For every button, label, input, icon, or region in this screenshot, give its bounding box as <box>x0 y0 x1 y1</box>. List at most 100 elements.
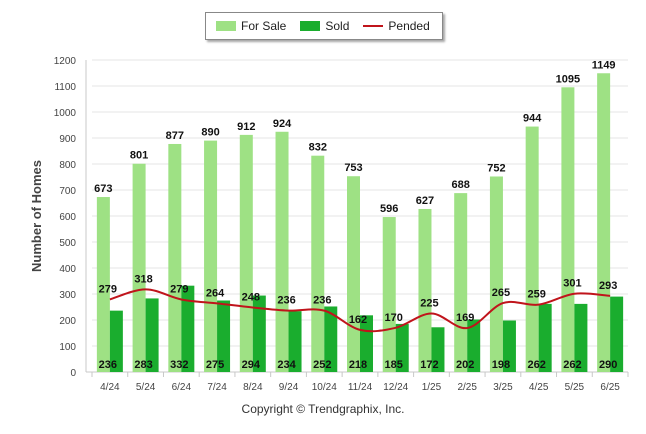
data-label-for-sale: 944 <box>523 113 542 125</box>
y-tick-label: 0 <box>70 368 76 379</box>
bar-sold <box>574 303 588 372</box>
data-label-sold: 332 <box>170 359 188 371</box>
y-tick-label: 700 <box>59 186 76 197</box>
data-label-sold: 236 <box>99 359 117 371</box>
data-label-sold: 275 <box>206 359 224 371</box>
data-label-pended: 301 <box>563 278 581 290</box>
x-tick-label: 3/25 <box>493 382 513 393</box>
x-tick-label: 10/24 <box>312 382 337 393</box>
data-label-pended: 236 <box>277 295 295 307</box>
data-label-sold: 198 <box>492 359 510 371</box>
x-tick-label: 2/25 <box>457 382 477 393</box>
bar-for-sale <box>132 163 146 372</box>
legend-label-sold: Sold <box>325 19 350 33</box>
bar-for-sale <box>525 126 539 372</box>
legend-label-for-sale: For Sale <box>241 19 287 33</box>
y-tick-label: 600 <box>59 212 76 223</box>
data-label-pended: 225 <box>420 298 438 310</box>
data-label-sold: 262 <box>563 359 581 371</box>
data-label-sold: 290 <box>599 359 617 371</box>
data-label-pended: 259 <box>527 289 545 301</box>
y-tick-label: 900 <box>59 134 76 145</box>
bar-sold <box>395 323 409 372</box>
for-sale-swatch <box>216 21 236 31</box>
bar-sold <box>217 300 231 372</box>
data-label-for-sale: 801 <box>130 150 148 162</box>
bar-sold <box>467 319 481 372</box>
bar-sold <box>538 303 552 372</box>
y-tick-label: 1100 <box>54 82 76 93</box>
bar-for-sale <box>418 208 432 372</box>
legend-label-pended: Pended <box>388 19 430 33</box>
bar-for-sale <box>311 155 325 372</box>
y-tick-label: 400 <box>59 264 76 275</box>
bar-sold <box>324 306 338 372</box>
sold-swatch <box>300 21 321 31</box>
x-tick-label: 7/24 <box>207 382 227 393</box>
data-label-for-sale: 596 <box>380 203 398 215</box>
bar-sold <box>502 320 516 372</box>
bar-sold <box>181 285 195 372</box>
data-label-pended: 236 <box>313 295 331 307</box>
legend-item-sold[interactable]: Sold <box>300 19 349 33</box>
x-tick-label: 1/25 <box>422 382 442 393</box>
data-label-for-sale: 877 <box>166 130 184 142</box>
bar-for-sale <box>561 87 575 373</box>
data-label-for-sale: 1095 <box>556 73 580 85</box>
data-label-sold: 234 <box>277 359 296 371</box>
x-tick-label: 6/25 <box>600 382 620 393</box>
legend: For Sale Sold Pended <box>205 12 443 40</box>
x-tick-label: 6/24 <box>172 382 192 393</box>
legend-item-pended[interactable]: Pended <box>363 19 430 33</box>
x-tick-label: 4/24 <box>100 382 120 393</box>
bar-sold <box>252 295 266 372</box>
data-label-sold: 202 <box>456 359 474 371</box>
data-label-for-sale: 688 <box>452 179 470 191</box>
data-label-pended: 293 <box>599 280 617 292</box>
data-label-for-sale: 890 <box>201 127 219 139</box>
data-label-sold: 262 <box>527 359 545 371</box>
data-label-sold: 283 <box>134 359 152 371</box>
bar-for-sale <box>239 134 253 372</box>
data-label-for-sale: 832 <box>309 142 327 154</box>
bar-sold <box>431 327 445 372</box>
x-tick-label: 5/25 <box>565 382 585 393</box>
bar-for-sale <box>382 217 396 372</box>
data-label-pended: 279 <box>99 283 117 295</box>
data-label-pended: 169 <box>456 312 474 324</box>
data-label-pended: 265 <box>492 287 510 299</box>
data-label-pended: 279 <box>170 283 188 295</box>
y-tick-label: 200 <box>59 316 76 327</box>
y-tick-label: 500 <box>59 238 76 249</box>
x-tick-label: 5/24 <box>136 382 156 393</box>
bar-for-sale <box>168 143 182 372</box>
data-label-pended: 170 <box>385 312 403 324</box>
x-tick-label: 4/25 <box>529 382 549 393</box>
bar-for-sale <box>489 176 503 372</box>
data-label-sold: 172 <box>420 359 438 371</box>
legend-item-for-sale[interactable]: For Sale <box>216 19 286 33</box>
bar-for-sale <box>347 176 360 372</box>
bar-for-sale <box>597 73 611 372</box>
data-label-for-sale: 752 <box>487 162 505 174</box>
data-label-sold: 252 <box>313 359 331 371</box>
data-label-for-sale: 912 <box>237 121 255 133</box>
y-tick-label: 300 <box>59 290 76 301</box>
x-tick-label: 9/24 <box>279 382 299 393</box>
bar-sold <box>610 296 624 372</box>
bar-sold <box>145 298 159 372</box>
y-tick-label: 1000 <box>54 108 77 119</box>
bar-for-sale <box>275 131 289 372</box>
x-tick-label: 8/24 <box>243 382 263 393</box>
y-tick-label: 1200 <box>54 56 77 67</box>
data-label-sold: 294 <box>242 359 261 371</box>
bar-sold <box>360 315 373 372</box>
data-label-for-sale: 753 <box>344 162 362 174</box>
x-tick-label: 12/24 <box>383 382 408 393</box>
bar-for-sale <box>204 140 218 372</box>
bar-sold <box>288 311 302 372</box>
data-label-for-sale: 673 <box>94 183 112 195</box>
y-tick-label: 800 <box>59 160 76 171</box>
data-label-pended: 264 <box>206 287 225 299</box>
